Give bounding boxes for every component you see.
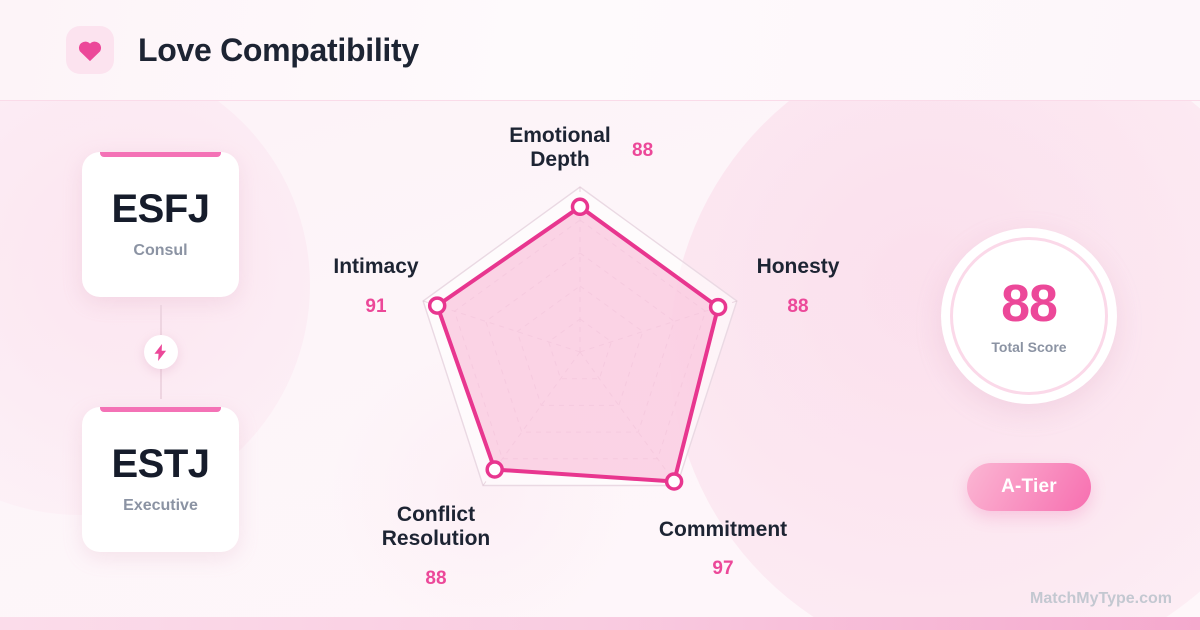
header-bar: Love Compatibility: [0, 0, 1200, 101]
connector-line-bottom: [159, 369, 162, 399]
site-watermark: MatchMyType.com: [1030, 590, 1172, 607]
personality-card-first[interactable]: ESFJ Consul: [82, 152, 239, 297]
score-panel: 88 Total Score A-Tier: [938, 228, 1120, 511]
tier-badge: A-Tier: [967, 463, 1091, 511]
personality-card-second[interactable]: ESTJ Executive: [82, 407, 239, 552]
lightning-bolt-icon: [143, 335, 178, 369]
total-score-circle: 88 Total Score: [941, 228, 1117, 404]
heart-icon: [66, 26, 114, 74]
total-score-value: 88: [1001, 274, 1058, 333]
axis-value-conflict-resolution: 88: [425, 568, 447, 589]
personality-code: ESFJ: [111, 187, 210, 231]
axis-label-honesty: Honesty: [756, 255, 840, 278]
page-title: Love Compatibility: [138, 31, 419, 68]
axis-label-conflict-resolution: Conflict Resolution: [381, 503, 491, 550]
axis-label-intimacy: Intimacy: [333, 255, 419, 278]
axis-value-honesty: 88: [787, 296, 809, 317]
connector-line-top: [159, 305, 162, 335]
axis-label-emotional-depth: Emotional Depth: [509, 124, 611, 171]
axis-value-emotional-depth: 88: [632, 140, 654, 161]
pair-connector: [82, 297, 239, 407]
personality-pair: ESFJ Consul ESTJ Executive: [82, 152, 239, 552]
personality-name: Consul: [133, 242, 188, 259]
axis-value-commitment: 97: [712, 558, 734, 579]
axis-value-intimacy: 91: [365, 296, 387, 317]
personality-code: ESTJ: [111, 442, 210, 486]
axis-label-commitment: Commitment: [658, 518, 788, 541]
personality-name: Executive: [123, 497, 198, 514]
total-score-caption: Total Score: [991, 338, 1067, 355]
bottom-accent-bar: [0, 617, 1200, 630]
